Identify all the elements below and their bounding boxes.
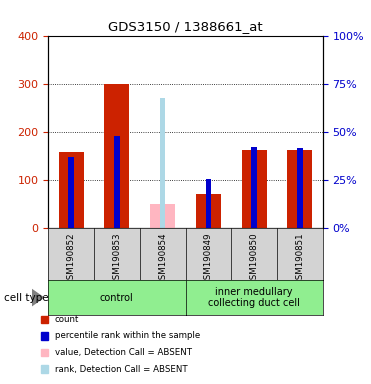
Text: GSM190853: GSM190853 (112, 233, 121, 285)
Bar (196, 194, 221, 228)
Bar (287, 150, 312, 228)
Text: inner medullary
collecting duct cell: inner medullary collecting duct cell (208, 287, 300, 308)
Bar (297, 148, 303, 228)
Bar (206, 179, 211, 228)
Text: rank, Detection Call = ABSENT: rank, Detection Call = ABSENT (55, 364, 187, 374)
Text: GSM190850: GSM190850 (250, 233, 259, 285)
Text: cell type: cell type (4, 293, 48, 303)
Text: percentile rank within the sample: percentile rank within the sample (55, 331, 200, 341)
Bar (68, 157, 74, 228)
Bar (252, 147, 257, 228)
Bar (59, 152, 84, 228)
Text: GSM190849: GSM190849 (204, 233, 213, 285)
Bar (150, 204, 175, 228)
Title: GDS3150 / 1388661_at: GDS3150 / 1388661_at (108, 20, 263, 33)
Text: GSM190851: GSM190851 (295, 233, 304, 285)
Bar (160, 98, 165, 228)
Text: GSM190854: GSM190854 (158, 233, 167, 285)
Bar (242, 150, 267, 228)
Text: GSM190852: GSM190852 (67, 233, 76, 285)
Text: value, Detection Call = ABSENT: value, Detection Call = ABSENT (55, 348, 192, 357)
Bar (114, 136, 119, 228)
Polygon shape (32, 289, 43, 306)
Bar (104, 84, 129, 228)
Text: control: control (100, 293, 134, 303)
Text: count: count (55, 315, 79, 324)
